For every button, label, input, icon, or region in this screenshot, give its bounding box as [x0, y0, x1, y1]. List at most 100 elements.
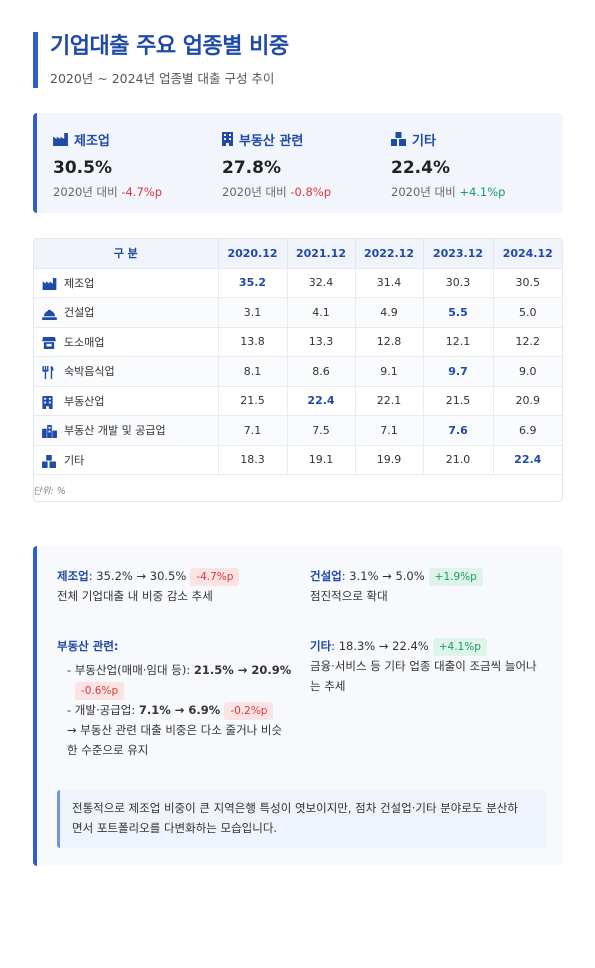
table-row: 숙박음식업 8.1 8.6 9.1 9.7 9.0 [34, 356, 562, 387]
summary-compare: 2020년 대비 [53, 185, 122, 199]
table-cell: 21.0 [423, 445, 494, 475]
analysis-construction: 건설업: 3.1% → 5.0% +1.9%p 점진적으로 확대 [310, 566, 560, 606]
table-row: 건설업 3.1 4.1 4.9 5.5 5.0 [34, 297, 562, 328]
table-cell: 6.9 [493, 415, 562, 446]
table-header: 2024.12 [493, 239, 562, 269]
building-icon [222, 132, 233, 146]
page-title: 기업대출 주요 업종별 비중 [50, 34, 289, 59]
table-cell: 5.5 [423, 297, 494, 328]
row-label-cell: 부동산 개발 및 공급업 [34, 415, 219, 446]
summary-label: 제조업 [74, 133, 110, 149]
table-cell: 3.1 [218, 297, 288, 328]
row-label-cell: 건설업 [34, 297, 219, 328]
table-cell: 30.5 [493, 268, 562, 298]
summary-value: 27.8% [222, 158, 281, 178]
table-cell: 22.4 [493, 445, 562, 475]
shapes-icon [42, 454, 58, 468]
table-cell: 5.0 [493, 297, 562, 328]
analysis-line: - 개발·공급업: [67, 703, 139, 717]
summary-label: 기타 [412, 133, 436, 149]
table-header: 2023.12 [423, 239, 494, 269]
summary-note: 전통적으로 제조업 비중이 큰 지역은행 특성이 엿보이지만, 점차 건설업·기… [57, 790, 547, 848]
row-label: 기타 [64, 453, 85, 467]
change-badge: -0.6%p [75, 682, 125, 700]
table-cell: 12.1 [423, 327, 494, 357]
store-icon [42, 336, 58, 350]
change-badge: -4.7%p [190, 568, 240, 586]
row-label: 숙박음식업 [64, 365, 115, 379]
analysis-line: - 부동산업(매매·임대 등): [67, 663, 194, 677]
analysis-label: 제조업 [57, 569, 89, 583]
row-label: 부동산 개발 및 공급업 [64, 424, 166, 438]
change-badge: -0.2%p [224, 702, 274, 720]
summary-value: 30.5% [53, 158, 112, 178]
table-row: 부동산업 21.5 22.4 22.1 21.5 20.9 [34, 386, 562, 416]
table-header: 2021.12 [287, 239, 356, 269]
summary-compare: 2020년 대비 [222, 185, 291, 199]
analysis-desc: 금융·서비스 등 기타 업종 대출이 조금씩 늘어나 [310, 659, 537, 673]
table-cell: 8.6 [287, 356, 356, 387]
change-badge: +1.9%p [428, 568, 483, 586]
table-cell: 13.3 [287, 327, 356, 357]
table-row: 기타 18.3 19.1 19.9 21.0 22.4 [34, 445, 562, 475]
factory-icon [42, 277, 58, 291]
table-cell: 30.3 [423, 268, 494, 298]
summary-real-estate: 부동산 관련 27.8% 2020년 대비 -0.8%p [222, 129, 331, 200]
table-cell: 7.1 [355, 415, 424, 446]
summary-change: -4.7%p [121, 185, 162, 199]
table-cell: 31.4 [355, 268, 424, 298]
data-table: 구 분 2020.12 2021.12 2022.12 2023.12 2024… [34, 239, 562, 475]
row-label: 부동산업 [64, 394, 105, 408]
table-row: 제조업 35.2 32.4 31.4 30.3 30.5 [34, 268, 562, 298]
analysis-label: 건설업 [310, 569, 342, 583]
table-cell: 4.9 [355, 297, 424, 328]
summary-card: 제조업 30.5% 2020년 대비 -4.7%p 부동산 관련 27.8% 2… [33, 113, 563, 213]
summary-others: 기타 22.4% 2020년 대비 +4.1%p [391, 129, 505, 200]
table-cell: 9.0 [493, 356, 562, 387]
analysis-line: → 부동산 관련 대출 비중은 다소 줄거나 비슷 [67, 723, 283, 737]
city-icon [42, 425, 58, 438]
page-subtitle: 2020년 ~ 2024년 업종별 대출 구성 추이 [50, 71, 275, 86]
analysis-range: : 35.2% → 30.5% [88, 569, 187, 583]
table-cell: 8.1 [218, 356, 288, 387]
unit-note: 단위: % [33, 486, 66, 497]
summary-change: -0.8%p [290, 185, 331, 199]
analysis-range: : 18.3% → 22.4% [331, 639, 429, 653]
table-cell: 7.6 [423, 415, 494, 446]
row-label-cell: 숙박음식업 [34, 356, 219, 387]
table-cell: 21.5 [423, 386, 494, 416]
table-cell: 9.7 [423, 356, 494, 387]
analysis-line: 한 수준으로 유지 [67, 743, 149, 757]
note-line: 면서 포트폴리오를 다변화하는 모습입니다. [72, 821, 278, 835]
table-cell: 22.1 [355, 386, 424, 416]
row-label-cell: 기타 [34, 445, 219, 475]
page-header: 기업대출 주요 업종별 비중 2020년 ~ 2024년 업종별 대출 구성 추… [33, 32, 563, 88]
table-cell: 7.1 [218, 415, 288, 446]
summary-change: +4.1%p [459, 185, 506, 199]
analysis-others: 기타: 18.3% → 22.4% +4.1%p 금융·서비스 등 기타 업종 대… [310, 636, 555, 696]
table-header-row: 구 분 2020.12 2021.12 2022.12 2023.12 2024… [34, 239, 562, 269]
table-cell: 9.1 [355, 356, 424, 387]
table-cell: 19.9 [355, 445, 424, 475]
summary-manufacturing: 제조업 30.5% 2020년 대비 -4.7%p [53, 129, 162, 200]
table-cell: 19.1 [287, 445, 356, 475]
analysis-card: 제조업: 35.2% → 30.5% -4.7%p 전체 기업대출 내 비중 감소… [33, 546, 563, 866]
summary-label: 부동산 관련 [239, 133, 304, 149]
analysis-desc: 전체 기업대출 내 비중 감소 추세 [57, 589, 213, 603]
table-row: 부동산 개발 및 공급업 7.1 7.5 7.1 7.6 6.9 [34, 415, 562, 446]
summary-compare: 2020년 대비 [391, 185, 460, 199]
table-cell: 35.2 [218, 268, 288, 298]
table-cell: 4.1 [287, 297, 356, 328]
analysis-label: 부동산 관련: [57, 639, 119, 653]
row-label: 도소매업 [64, 335, 105, 349]
analysis-desc: 는 추세 [310, 679, 346, 693]
note-line: 전통적으로 제조업 비중이 큰 지역은행 특성이 엿보이지만, 점차 건설업·기… [72, 801, 518, 815]
data-table-container: 구 분 2020.12 2021.12 2022.12 2023.12 2024… [33, 238, 563, 502]
analysis-desc: 점진적으로 확대 [310, 589, 388, 603]
analysis-real-estate: 부동산 관련: - 부동산업(매매·임대 등): 21.5% → 20.9% -… [57, 636, 302, 760]
table-cell: 13.8 [218, 327, 288, 357]
change-badge: +4.1%p [432, 638, 487, 656]
row-label: 제조업 [64, 276, 95, 290]
row-label-cell: 부동산업 [34, 386, 219, 416]
row-label: 건설업 [64, 306, 95, 320]
